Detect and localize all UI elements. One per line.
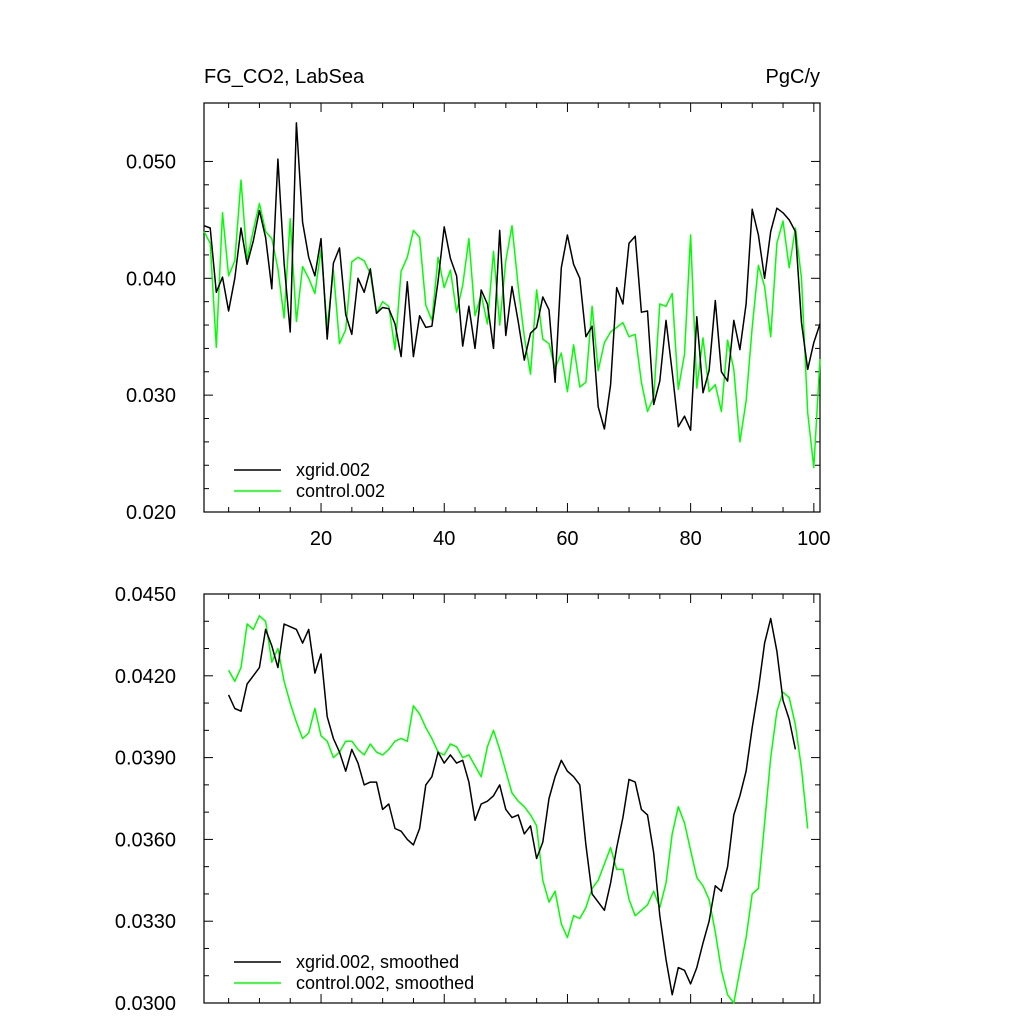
- series-line-control-002-smoothed: [227, 615, 809, 1004]
- series-line-xgrid-002-smoothed: [227, 617, 797, 996]
- x-tick-label: 60: [556, 528, 578, 550]
- legend-label-control-smoothed: control.002, smoothed: [296, 973, 474, 993]
- y-tick-label: 0.040: [126, 268, 176, 290]
- x-tick-label: 100: [797, 528, 830, 550]
- y-tick-label: 0.0300: [115, 993, 176, 1015]
- units-label: PgC/y: [766, 66, 820, 88]
- y-tick-label: 0.030: [126, 385, 176, 407]
- legend: xgrid.002 control.002: [234, 460, 385, 501]
- x-tick-label: 80: [680, 528, 702, 550]
- plot-frame: [203, 102, 821, 513]
- y-tick-label: 0.020: [126, 502, 176, 524]
- y-tick-label: 0.0420: [115, 666, 176, 688]
- legend-label-control: control.002: [296, 481, 385, 501]
- x-tick-label: 40: [433, 528, 455, 550]
- series-line-xgrid-002: [203, 122, 821, 431]
- top-chart-panel: 20 40 60 80 100 0.020 0.030 0.040 0.050 xgrid.0…: [126, 102, 831, 550]
- y-tick-label: 0.0360: [115, 829, 176, 851]
- y-tick-label: 0.0450: [115, 584, 176, 606]
- plot-frame: [203, 593, 821, 1004]
- legend: xgrid.002, smoothed control.002, smoothe…: [234, 952, 474, 993]
- y-tick-label: 0.0330: [115, 911, 176, 933]
- legend-label-xgrid: xgrid.002: [296, 460, 370, 480]
- chart-title: FG_CO2, LabSea: [204, 66, 365, 88]
- y-tick-label: 0.0390: [115, 748, 176, 770]
- x-tick-label: 20: [310, 528, 332, 550]
- series-line-control-002: [203, 179, 821, 469]
- bottom-chart-panel: 0.0300 0.0330 0.0360 0.0390 0.0420 0.0450 xgr…: [115, 584, 821, 1015]
- y-tick-label: 0.050: [126, 151, 176, 173]
- legend-label-xgrid-smoothed: xgrid.002, smoothed: [296, 952, 459, 972]
